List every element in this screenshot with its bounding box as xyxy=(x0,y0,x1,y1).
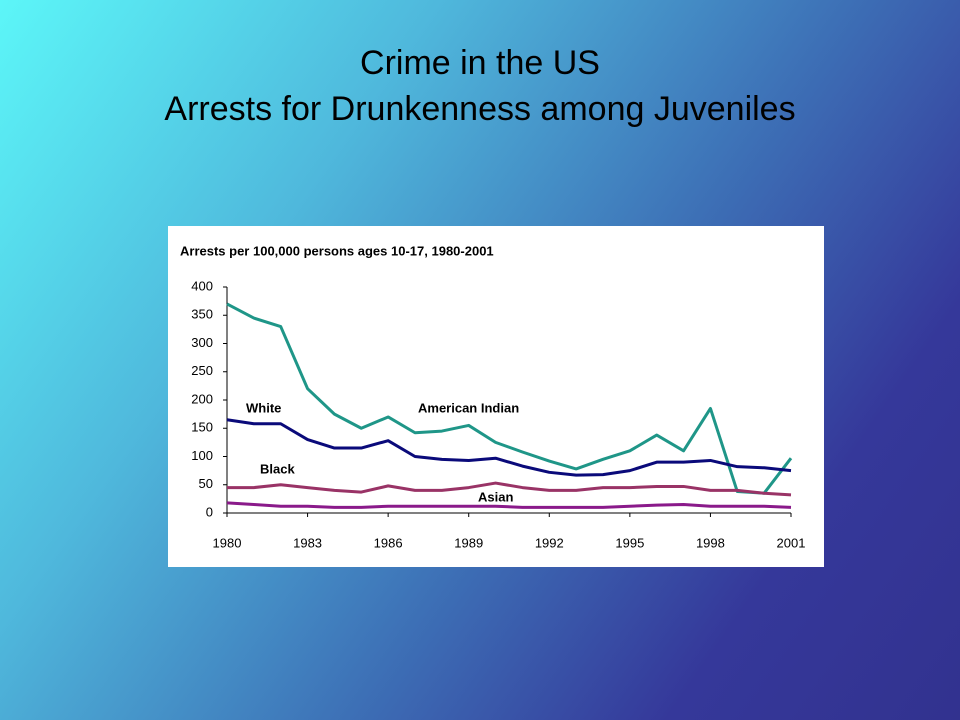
y-tick-label: 400 xyxy=(191,278,213,293)
series-line xyxy=(226,501,792,509)
series-line xyxy=(227,481,792,497)
chart-background xyxy=(168,226,824,567)
x-tick-label: 1983 xyxy=(293,535,322,550)
x-tick-label: 1980 xyxy=(213,535,242,550)
y-tick-label: 350 xyxy=(191,307,213,322)
slide-title: Crime in the US xyxy=(360,44,600,82)
y-tick-label: 150 xyxy=(191,420,213,435)
x-tick-label: 2001 xyxy=(777,535,806,550)
x-tick-label: 1998 xyxy=(696,535,725,550)
series-line xyxy=(226,302,793,495)
x-tick-label: 1992 xyxy=(535,535,564,550)
y-tick-label: 250 xyxy=(191,363,213,378)
y-tick-label: 0 xyxy=(206,504,213,519)
y-tick-label: 100 xyxy=(191,448,213,463)
series-label: Asian xyxy=(478,489,513,504)
series-label: Black xyxy=(260,461,295,476)
chart: Arrests per 100,000 persons ages 10-17, … xyxy=(168,226,824,567)
x-tick-label: 1986 xyxy=(374,535,403,550)
x-tick-label: 1989 xyxy=(454,535,483,550)
y-tick-label: 200 xyxy=(191,391,213,406)
chart-title: Arrests per 100,000 persons ages 10-17, … xyxy=(180,243,494,258)
series-label: American Indian xyxy=(418,400,519,415)
y-tick-label: 300 xyxy=(191,335,213,350)
series-line xyxy=(226,418,792,477)
slide-titles: Crime in the US Arrests for Drunkenness … xyxy=(0,40,960,132)
y-tick-label: 50 xyxy=(199,476,213,491)
series-label: White xyxy=(246,400,281,415)
x-tick-label: 1995 xyxy=(615,535,644,550)
slide-subtitle: Arrests for Drunkenness among Juveniles xyxy=(164,90,796,128)
